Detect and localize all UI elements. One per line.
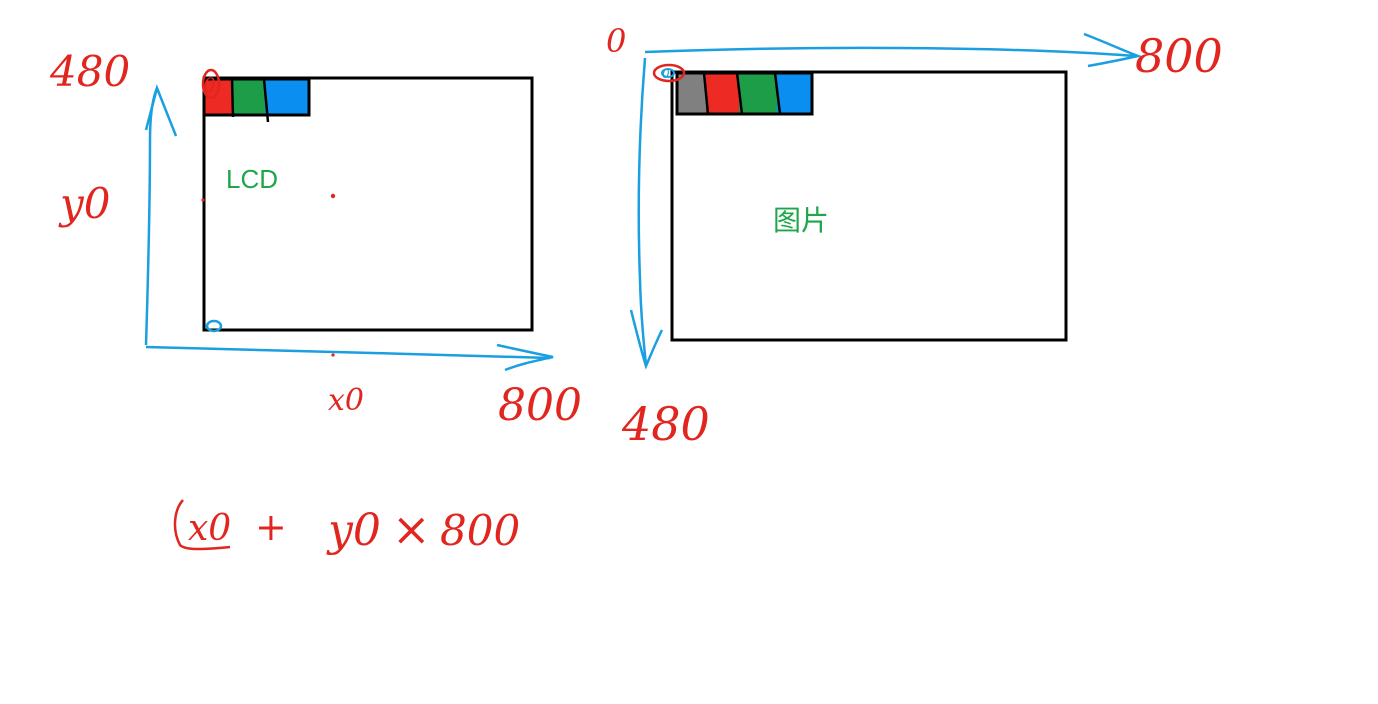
lcd-label: LCD [226, 164, 278, 194]
offset-formula: x0 + y0 × 800 [173, 499, 520, 556]
formula-times: × [392, 502, 431, 556]
formula-bracket [173, 499, 231, 551]
image-pixel-strip [675, 71, 814, 116]
image-origin-marker-label: 0 [662, 67, 670, 81]
lcd-origin-marker-label: 0 [203, 73, 216, 97]
image-label: 图片 [773, 205, 829, 236]
lcd-pixel-strip [202, 77, 311, 123]
image-pixel-gray [677, 74, 706, 113]
lcd-y-label: y0 [58, 179, 110, 228]
image-x-axis-end-label: 800 [1135, 29, 1223, 83]
lcd-diagram: LCD 480 0 y0 x0 800 [49, 47, 582, 431]
image-origin-inner-marker [661, 68, 675, 78]
formula-width: 800 [440, 506, 520, 555]
lcd-pixel-blue [265, 80, 309, 114]
image-x-axis-arrow [644, 46, 1136, 58]
formula-plus: + [255, 505, 287, 549]
lcd-bottom-origin-marker [205, 319, 223, 333]
image-origin-circle [652, 63, 686, 83]
lcd-frame [202, 76, 534, 332]
image-origin-label: 0 [606, 22, 626, 60]
lcd-x-axis-end-label: 800 [498, 380, 582, 431]
image-y-axis-end-label: 480 [621, 397, 710, 451]
lcd-x-axis-arrow [145, 345, 551, 360]
lcd-pixel-green [232, 80, 265, 114]
lcd-origin-circle [201, 68, 221, 100]
lcd-dot-left [201, 198, 205, 202]
image-pixel-blue [777, 74, 812, 113]
lcd-dot-bottom [331, 353, 335, 357]
formula-y-term: y0 [326, 505, 381, 556]
image-pixel-green [739, 74, 777, 113]
image-y-axis-arrow [637, 57, 648, 366]
image-frame [670, 70, 1068, 342]
formula-x-term: x0 [188, 508, 231, 549]
lcd-x-label: x0 [328, 383, 364, 418]
image-pixel-red [706, 74, 739, 113]
lcd-y-axis-top-label: 480 [49, 47, 130, 96]
image-diagram: 图片 0 800 480 0 [606, 22, 1223, 451]
lcd-dot-center [330, 193, 336, 199]
